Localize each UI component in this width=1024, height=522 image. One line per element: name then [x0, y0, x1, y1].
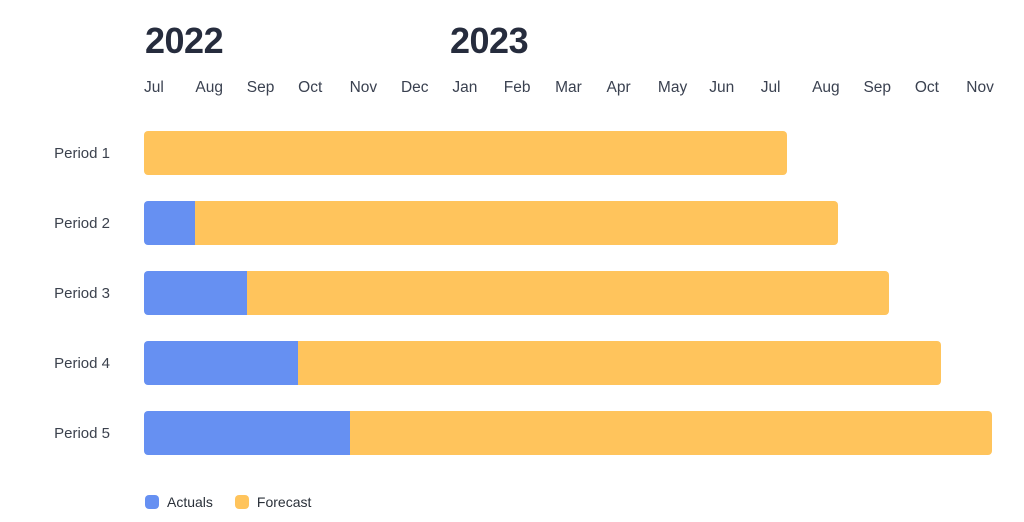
- year-axis: 2022 2023: [0, 20, 1024, 62]
- chart-row: Period 5: [0, 411, 1024, 455]
- month-tick-label: Dec: [400, 79, 429, 96]
- month-tick-label: Nov: [966, 79, 994, 96]
- actuals-swatch-icon: [145, 495, 159, 509]
- period-label: Period 1: [54, 144, 110, 162]
- forecast-segment[interactable]: [246, 271, 890, 315]
- actuals-segment[interactable]: [144, 341, 299, 385]
- month-tick-label: Jun: [709, 79, 735, 96]
- month-tick-label: Aug: [195, 79, 223, 96]
- forecast-segment[interactable]: [298, 341, 941, 385]
- chart-row: Period 1: [0, 131, 1024, 175]
- month-tick-label: Feb: [503, 79, 531, 96]
- actuals-segment[interactable]: [144, 271, 247, 315]
- month-tick-label: Sep: [246, 79, 275, 96]
- actuals-segment[interactable]: [144, 201, 196, 245]
- gantt-bar[interactable]: [144, 271, 890, 315]
- actuals-segment[interactable]: [144, 411, 350, 455]
- chart-row: Period 2: [0, 201, 1024, 245]
- gantt-bar[interactable]: [144, 341, 941, 385]
- period-label: Period 2: [54, 214, 110, 232]
- legend-item-actuals[interactable]: Actuals: [145, 493, 213, 511]
- month-tick-label: Mar: [555, 79, 582, 96]
- forecast-segment[interactable]: [144, 131, 787, 175]
- gantt-bar[interactable]: [144, 411, 993, 455]
- month-tick-label: Aug: [812, 79, 840, 96]
- month-tick-label: Oct: [298, 79, 323, 96]
- legend-item-forecast[interactable]: Forecast: [234, 493, 312, 511]
- month-tick-label: Apr: [606, 79, 631, 96]
- year-label-2023: 2023: [450, 20, 529, 61]
- chart-row: Period 3: [0, 271, 1024, 315]
- forecast-segment[interactable]: [349, 411, 993, 455]
- month-tick-label: Oct: [914, 79, 939, 96]
- legend-label-actuals: Actuals: [167, 494, 213, 510]
- month-tick-label: May: [657, 79, 688, 96]
- chart-row: Period 4: [0, 341, 1024, 385]
- chart-rows: Period 1 Period 2 Period 3 Period 4 Period 5: [0, 131, 1024, 481]
- month-tick-label: Jul: [760, 79, 781, 96]
- legend-label-forecast: Forecast: [256, 494, 312, 510]
- period-label: Period 3: [54, 284, 110, 302]
- month-axis: Jul Aug Sep Oct Nov Dec Jan Feb Mar Apr May Jun Jul A…: [144, 78, 1018, 98]
- gantt-bar[interactable]: [144, 201, 838, 245]
- month-tick-label: Jan: [452, 79, 478, 96]
- period-label: Period 4: [54, 354, 110, 372]
- forecast-swatch-icon: [234, 495, 249, 509]
- month-tick-label: Sep: [863, 79, 892, 96]
- month-tick-label: Jul: [144, 79, 164, 96]
- forecast-segment[interactable]: [195, 201, 838, 245]
- gantt-bar[interactable]: [144, 131, 787, 175]
- legend: Actuals Forecast: [145, 493, 311, 511]
- year-label-2022: 2022: [145, 20, 224, 61]
- month-tick-label: Nov: [349, 79, 378, 96]
- period-label: Period 5: [54, 424, 110, 442]
